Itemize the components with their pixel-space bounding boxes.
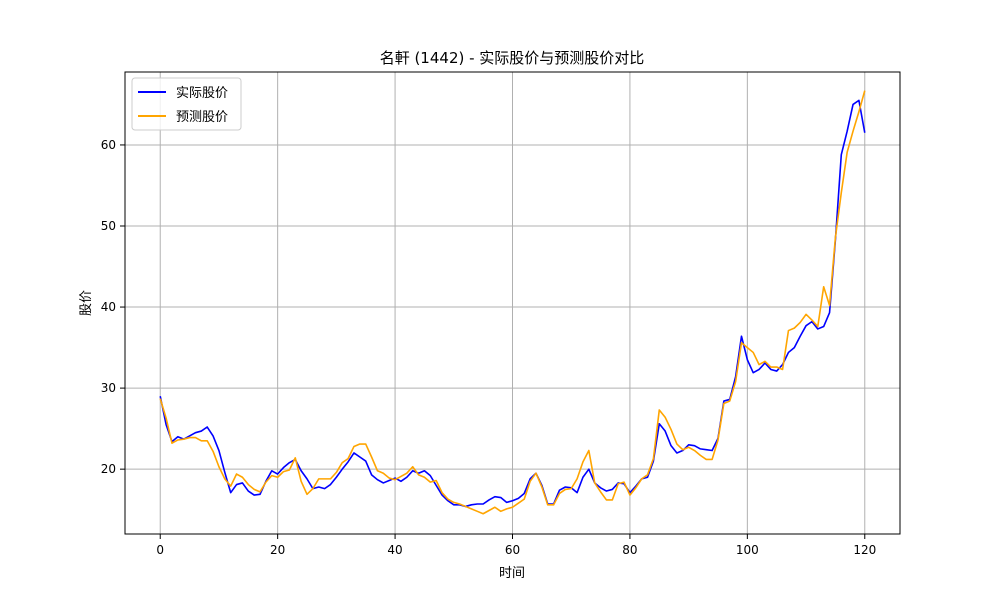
y-axis-label: 股价	[79, 290, 94, 316]
legend: 实际股价 预测股价	[131, 77, 242, 131]
y-tick-label: 30	[101, 381, 116, 395]
legend-label-predicted: 预测股价	[176, 110, 228, 125]
series-line-0	[159, 99, 866, 508]
y-tick-label: 60	[101, 138, 116, 152]
legend-label-actual: 实际股价	[176, 86, 228, 101]
x-tick-label: 40	[387, 543, 402, 557]
x-tick-label: 100	[736, 543, 759, 557]
y-tick-label: 40	[101, 300, 116, 314]
y-tick-label: 50	[101, 219, 116, 233]
x-axis: 0 20 40 60 80 100 120	[156, 534, 876, 557]
chart-title: 名軒 (1442) - 实际股价与预测股价对比	[380, 49, 645, 67]
x-tick-label: 60	[505, 543, 520, 557]
y-axis: 20 30 40 50 60	[101, 138, 125, 476]
y-tick-label: 20	[101, 462, 116, 476]
grid	[125, 72, 900, 534]
x-axis-label: 时间	[499, 566, 525, 581]
x-tick-label: 120	[853, 543, 876, 557]
x-tick-label: 80	[622, 543, 637, 557]
series-layer	[159, 90, 866, 515]
series-line-1	[159, 90, 866, 515]
x-tick-label: 0	[156, 543, 164, 557]
x-tick-label: 20	[270, 543, 285, 557]
